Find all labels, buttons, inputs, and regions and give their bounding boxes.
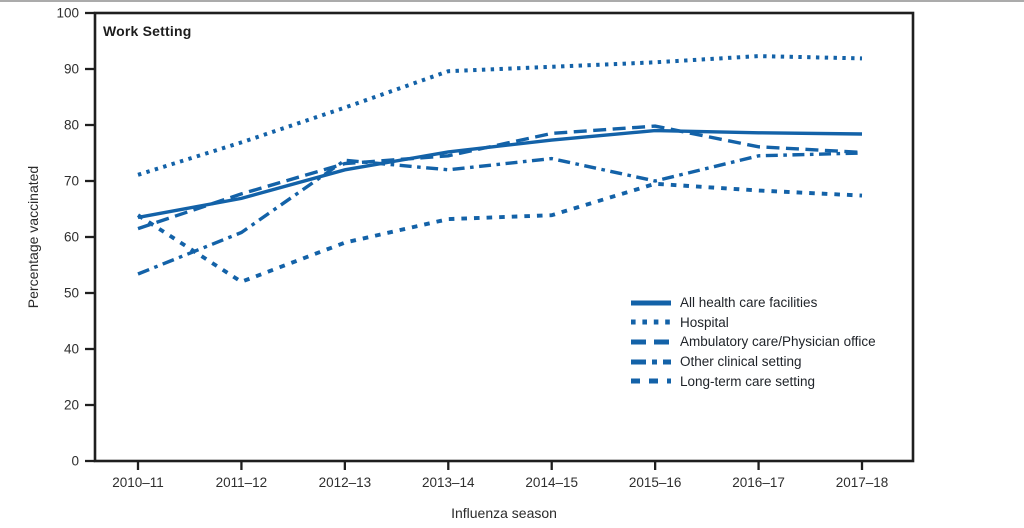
x-tick-label: 2016–17 — [732, 475, 785, 490]
series-line-ambulatory-care-physician-office — [137, 124, 863, 231]
y-tick-label: 90 — [64, 62, 79, 77]
y-tick-label: 60 — [64, 230, 79, 245]
y-axis-title: Percentage vaccinated — [25, 165, 41, 309]
legend-label: All health care facilities — [680, 295, 818, 311]
legend-item-long-term-care-setting: Long-term care setting — [631, 371, 876, 391]
legend-swatch-short-dash — [631, 378, 671, 384]
chart-title: Work Setting — [103, 23, 192, 39]
legend-swatch-dotted — [631, 319, 671, 325]
x-tick-label: 2013–14 — [422, 475, 475, 490]
legend-label: Hospital — [680, 314, 729, 330]
legend-swatch-solid — [631, 300, 671, 306]
series-line-other-clinical-setting — [137, 151, 863, 276]
x-axis-title: Influenza season — [451, 505, 557, 521]
legend-label: Other clinical setting — [680, 354, 802, 370]
series-line-all-health-care-facilities — [137, 128, 863, 220]
y-tick-label: 50 — [64, 286, 79, 301]
legend-item-all-health-care-facilities: All health care facilities — [631, 293, 876, 313]
x-tick-label: 2017–18 — [836, 475, 889, 490]
x-tick-label: 2015–16 — [629, 475, 682, 490]
y-tick-label: 20 — [64, 398, 79, 413]
legend-label: Long-term care setting — [680, 373, 816, 389]
top-rule — [0, 0, 1024, 2]
x-tick-label: 2010–11 — [112, 475, 164, 490]
legend-item-other-clinical-setting: Other clinical setting — [631, 352, 876, 372]
x-tick-label: 2011–12 — [216, 475, 268, 490]
legend: All health care facilities Hospital Ambula… — [631, 293, 876, 391]
legend-label: Ambulatory care/Physician office — [680, 334, 876, 350]
series-line-long-term-care-setting — [136, 181, 863, 284]
x-tick-label: 2012–13 — [319, 475, 372, 490]
legend-item-ambulatory-care-physician-office: Ambulatory care/Physician office — [631, 332, 876, 352]
y-tick-label: 40 — [64, 342, 79, 357]
y-tick-label: 100 — [56, 6, 79, 21]
legend-swatch-dash-dot — [631, 359, 671, 365]
y-tick-label: 80 — [64, 118, 79, 133]
series-line-hospital — [137, 54, 863, 177]
plot-frame — [93, 11, 915, 463]
x-tick-label: 2014–15 — [525, 475, 578, 490]
legend-swatch-dashed — [631, 339, 671, 345]
y-tick-label: 70 — [64, 174, 79, 189]
y-tick-label: 0 — [71, 454, 79, 469]
legend-item-hospital: Hospital — [631, 313, 876, 333]
